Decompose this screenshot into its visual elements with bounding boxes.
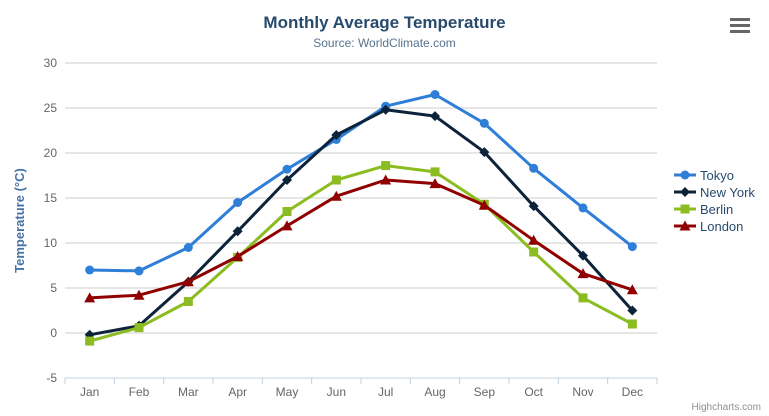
legend-symbol-triangle-icon	[674, 220, 696, 231]
data-point-london-Apr[interactable]	[232, 251, 244, 261]
data-point-london-Jul[interactable]	[380, 174, 392, 185]
data-point-tokyo-Oct[interactable]	[529, 163, 539, 173]
legend: Tokyo New York Berlin London	[674, 167, 755, 234]
data-point-tokyo-Mar[interactable]	[183, 243, 193, 252]
data-point-new-york-Aug[interactable]	[430, 111, 440, 122]
hamburger-bar	[730, 17, 750, 21]
data-point-london-Jun[interactable]	[330, 190, 342, 201]
data-point-new-york-Dec[interactable]	[627, 305, 638, 316]
y-axis-tick-label: 25	[44, 101, 58, 115]
x-axis-tick-label: Dec	[622, 385, 643, 399]
legend-item-berlin[interactable]: Berlin	[674, 201, 755, 217]
data-point-tokyo-Dec[interactable]	[627, 242, 637, 252]
chart-title: Monthly Average Temperature	[263, 13, 506, 32]
data-point-berlin-Nov[interactable]	[578, 293, 588, 303]
legend-symbol-square-icon	[674, 204, 696, 214]
data-point-london-Oct[interactable]	[528, 234, 540, 245]
x-axis-tick-label: Mar	[178, 385, 199, 399]
data-point-berlin-Aug[interactable]	[430, 167, 440, 177]
series-london[interactable]	[84, 174, 638, 303]
data-point-tokyo-Feb[interactable]	[134, 266, 144, 276]
data-point-berlin-Mar[interactable]	[183, 297, 193, 306]
data-point-berlin-May[interactable]	[282, 207, 292, 216]
y-axis-tick-label: 30	[44, 56, 58, 70]
data-point-new-york-Jun[interactable]	[331, 130, 342, 140]
legend-label: Berlin	[700, 201, 734, 217]
data-point-berlin-Oct[interactable]	[529, 247, 539, 257]
data-point-berlin-Feb[interactable]	[134, 323, 144, 333]
series-tokyo[interactable]	[85, 90, 637, 276]
data-point-london-Jan[interactable]	[84, 292, 96, 303]
data-point-new-york-Sep[interactable]	[479, 147, 490, 158]
y-axis-tick-label: 5	[50, 281, 57, 295]
data-point-new-york-Oct[interactable]	[528, 201, 539, 212]
chart-subtitle: Source: WorldClimate.com	[313, 36, 456, 50]
data-point-tokyo-Nov[interactable]	[578, 203, 588, 213]
y-axis-title: Temperature (°C)	[12, 168, 27, 273]
legend-item-london[interactable]: London	[674, 218, 755, 234]
data-point-london-Sep[interactable]	[478, 199, 490, 210]
data-point-new-york-Jul[interactable]	[380, 104, 391, 115]
legend-symbol-diamond-icon	[674, 187, 696, 197]
data-point-tokyo-Jan[interactable]	[85, 265, 95, 275]
data-point-berlin-Dec[interactable]	[627, 319, 637, 329]
x-axis-tick-label: Oct	[524, 385, 543, 399]
data-point-tokyo-Apr[interactable]	[233, 198, 243, 207]
series-line-berlin	[88, 164, 634, 343]
credits-link[interactable]: Highcharts.com	[691, 402, 761, 413]
x-axis-tick-label: Apr	[228, 385, 247, 399]
data-point-london-Nov[interactable]	[577, 268, 589, 279]
y-axis-tick-label: 15	[44, 191, 58, 205]
y-axis-tick-label: -5	[46, 371, 57, 385]
legend-item-tokyo[interactable]: Tokyo	[674, 167, 755, 183]
y-axis-tick-label: 0	[50, 326, 57, 340]
x-axis-tick-label: Nov	[572, 385, 593, 399]
data-point-london-Feb[interactable]	[133, 289, 145, 300]
hamburger-bar	[730, 23, 750, 27]
data-point-london-Dec[interactable]	[626, 284, 638, 295]
data-point-berlin-Jun[interactable]	[331, 175, 341, 185]
x-axis-tick-label: May	[276, 385, 299, 399]
data-point-new-york-May[interactable]	[282, 175, 292, 185]
data-point-london-Aug[interactable]	[429, 178, 441, 189]
data-point-tokyo-Aug[interactable]	[430, 90, 440, 99]
series-line-new-york	[88, 108, 634, 337]
hamburger-menu-icon[interactable]	[728, 12, 756, 38]
legend-label: New York	[700, 184, 755, 200]
x-axis-tick-label: Jun	[327, 385, 346, 399]
series-new-york[interactable]	[84, 104, 638, 340]
legend-label: London	[700, 218, 744, 234]
x-axis-tick-label: Aug	[424, 385, 445, 399]
y-axis-tick-label: 20	[44, 146, 58, 160]
series-line-london	[88, 178, 634, 300]
data-point-tokyo-May[interactable]	[282, 164, 292, 174]
data-point-london-May[interactable]	[281, 220, 293, 231]
y-axis-tick-label: 10	[44, 236, 58, 250]
legend-label: Tokyo	[700, 167, 734, 183]
data-point-new-york-Nov[interactable]	[578, 250, 588, 261]
data-point-london-Mar[interactable]	[182, 276, 194, 287]
series-berlin[interactable]	[85, 161, 637, 346]
hamburger-bar	[730, 29, 750, 33]
x-axis-tick-label: Feb	[129, 385, 150, 399]
x-axis-tick-label: Jul	[378, 385, 393, 399]
x-axis-tick-label: Sep	[474, 385, 496, 399]
legend-symbol-circle-icon	[674, 170, 696, 180]
data-point-berlin-Jul[interactable]	[381, 161, 391, 171]
data-point-new-york-Apr[interactable]	[232, 226, 243, 237]
x-axis-tick-label: Jan	[80, 385, 99, 399]
data-point-tokyo-Sep[interactable]	[479, 118, 489, 128]
data-point-berlin-Jan[interactable]	[85, 336, 95, 346]
legend-item-new-york[interactable]: New York	[674, 184, 755, 200]
